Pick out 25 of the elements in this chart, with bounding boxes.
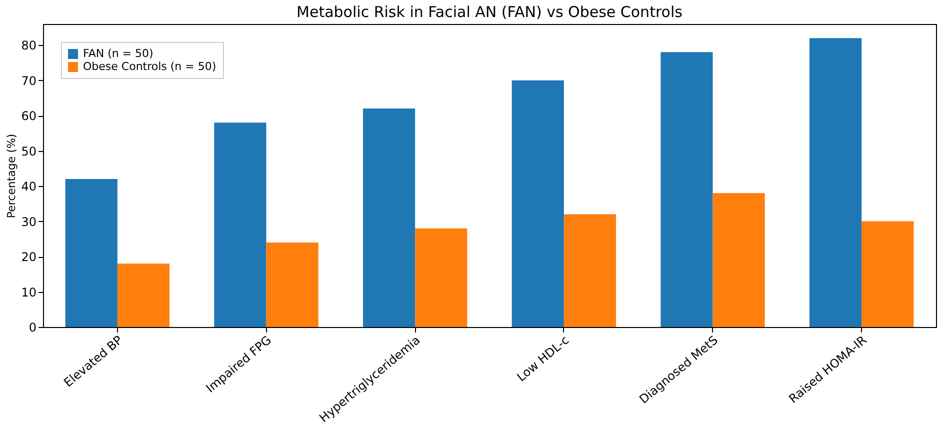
y-axis-title: Percentage (%): [5, 134, 18, 218]
bar: [862, 221, 914, 327]
bar: [660, 52, 713, 327]
bar: [362, 108, 416, 327]
y-tick-label: 80: [21, 38, 36, 53]
y-tick-label: 40: [21, 180, 36, 194]
y-tick-label: 30: [21, 214, 36, 229]
y-tick-label: 70: [21, 74, 36, 88]
bar: [564, 214, 616, 327]
bar: [65, 179, 118, 327]
bar: [117, 264, 170, 327]
y-tick-label: 0: [28, 320, 36, 334]
bar: [214, 122, 266, 327]
legend-label: Obese Controls (n = 50): [83, 60, 216, 73]
legend-label: FAN (n = 50): [83, 47, 154, 60]
bar: [266, 242, 318, 327]
bar: [712, 193, 765, 327]
bar: [415, 228, 468, 327]
y-tick-label: 10: [21, 285, 36, 300]
bar: [809, 38, 862, 327]
y-tick-label: 50: [21, 144, 36, 158]
y-tick-label: 60: [21, 109, 36, 124]
bar: [512, 80, 564, 327]
y-tick-label: 20: [21, 250, 36, 264]
chart-title: Metabolic Risk in Facial AN (FAN) vs Obese Controls: [296, 3, 683, 21]
